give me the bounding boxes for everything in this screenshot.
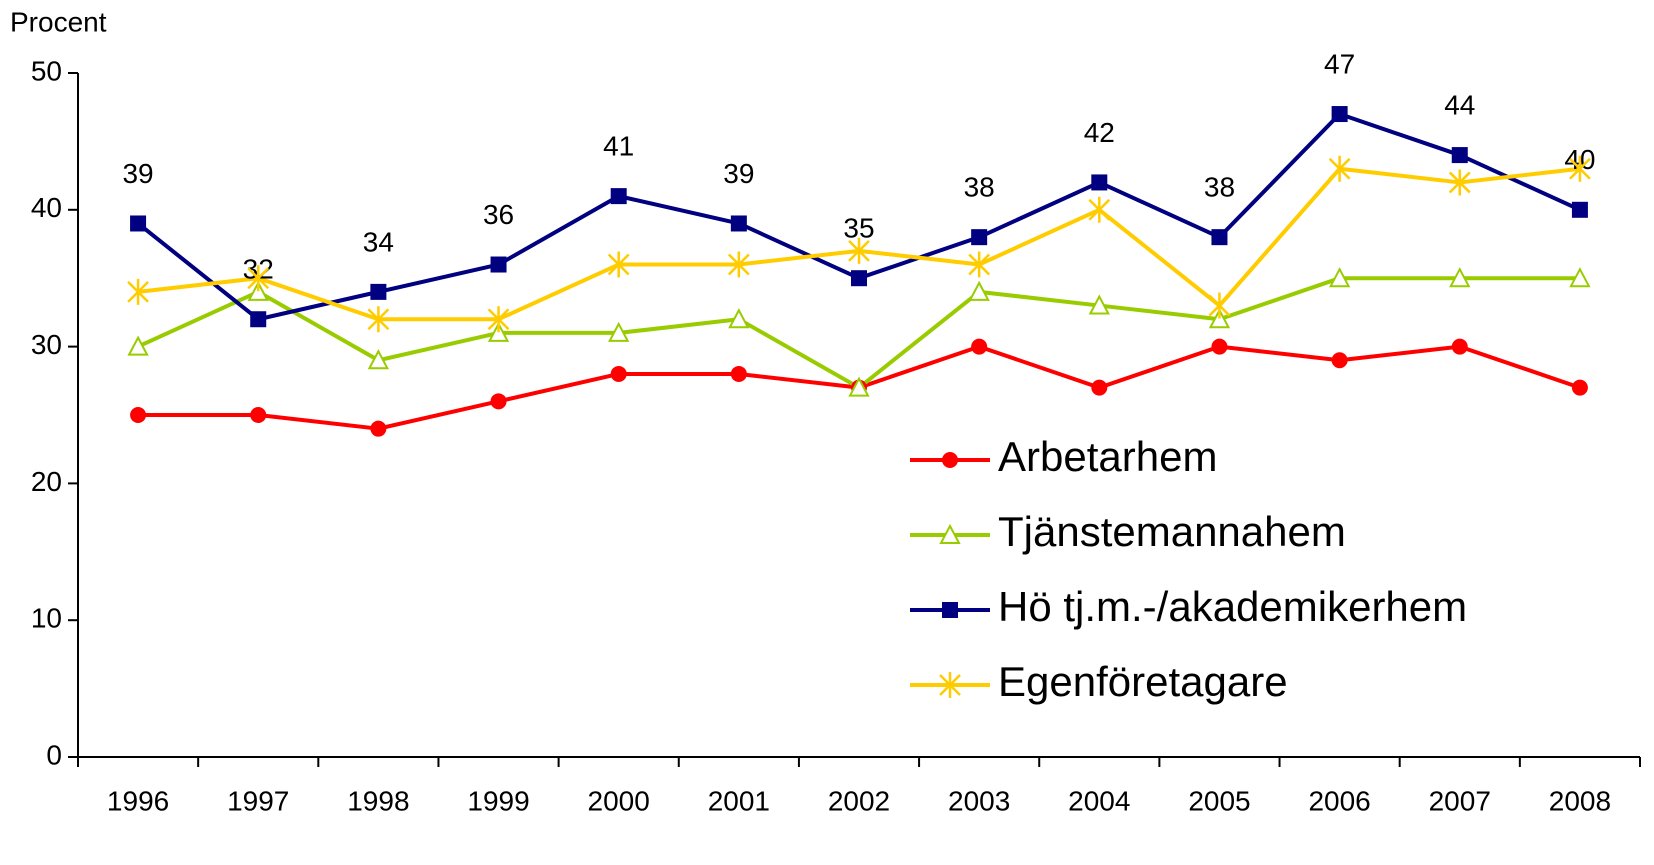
point [851, 270, 867, 287]
point [487, 306, 510, 333]
y-tick-label: 10 [31, 603, 62, 634]
point [971, 229, 988, 246]
point [1211, 338, 1228, 355]
point [1448, 169, 1471, 196]
data-label: 34 [363, 226, 394, 257]
point [730, 215, 747, 232]
y-tick-label: 40 [31, 192, 62, 223]
point [1571, 379, 1588, 396]
x-tick-label: 2005 [1188, 785, 1250, 816]
point [608, 321, 630, 342]
point [610, 365, 627, 382]
x-tick-label: 2004 [1068, 785, 1130, 816]
x-tick-label: 2000 [588, 785, 650, 816]
data-label: 39 [723, 158, 754, 189]
y-tick-label: 20 [31, 466, 62, 497]
data-label: 44 [1444, 89, 1475, 120]
legend-marker [942, 602, 958, 618]
data-label: 39 [122, 158, 153, 189]
x-tick-label: 2002 [828, 785, 890, 816]
point [1569, 155, 1591, 182]
point [490, 393, 507, 410]
point [968, 251, 991, 278]
legend-label: Hö tj.m.-/akademikerhem [998, 583, 1467, 630]
point [1088, 294, 1110, 315]
point [1451, 338, 1468, 355]
x-tick-label: 2007 [1429, 785, 1491, 816]
point [367, 306, 390, 333]
x-tick-label: 1999 [467, 785, 529, 816]
data-label: 38 [964, 172, 995, 203]
point [1088, 196, 1111, 223]
legend-label: Tjänstemannahem [998, 508, 1346, 555]
point [1091, 174, 1108, 191]
y-tick-label: 0 [46, 739, 62, 770]
x-tick-label: 2006 [1308, 785, 1370, 816]
point [127, 278, 149, 305]
point [1208, 308, 1231, 329]
point [1211, 229, 1228, 246]
x-tick-label: 1998 [347, 785, 409, 816]
point [487, 321, 510, 342]
point [370, 420, 387, 437]
legend-label: Egenföretagare [998, 658, 1288, 705]
legend-marker [942, 452, 958, 468]
point [971, 338, 988, 355]
y-axis-label: Procent [10, 6, 107, 37]
point [728, 308, 750, 329]
point [250, 311, 267, 328]
point [247, 265, 270, 292]
point [370, 283, 387, 300]
point [730, 365, 747, 382]
x-tick-label: 1996 [107, 785, 169, 816]
point [367, 349, 390, 370]
point [1328, 155, 1351, 182]
point [848, 237, 870, 264]
legend-label: Arbetarhem [998, 433, 1217, 480]
y-tick-label: 30 [31, 329, 62, 360]
x-tick-label: 2003 [948, 785, 1010, 816]
point [1451, 147, 1468, 164]
x-tick-label: 1997 [227, 785, 289, 816]
point [250, 407, 267, 423]
point [848, 376, 870, 397]
point [130, 407, 147, 423]
data-label: 36 [483, 199, 514, 230]
point [1328, 267, 1351, 288]
series-line [137, 276, 1580, 390]
point [968, 280, 990, 301]
point [607, 251, 630, 278]
point [1208, 292, 1231, 319]
legend-marker [939, 672, 961, 698]
data-label: 38 [1204, 172, 1235, 203]
point [247, 280, 269, 301]
data-label: 47 [1324, 48, 1355, 79]
x-tick-label: 2008 [1549, 785, 1611, 816]
point [127, 335, 149, 356]
data-label: 41 [603, 131, 634, 162]
point [1569, 267, 1591, 288]
point [727, 251, 750, 278]
x-tick-label: 2001 [708, 785, 770, 816]
point [1331, 352, 1348, 369]
point [1331, 106, 1348, 123]
point [130, 215, 147, 232]
point [1571, 201, 1588, 218]
y-tick-label: 50 [31, 55, 62, 86]
point [490, 256, 507, 273]
point [1091, 379, 1108, 396]
legend-marker [939, 523, 961, 544]
data-label: 42 [1084, 117, 1115, 148]
point [1449, 267, 1471, 288]
point [610, 188, 627, 205]
